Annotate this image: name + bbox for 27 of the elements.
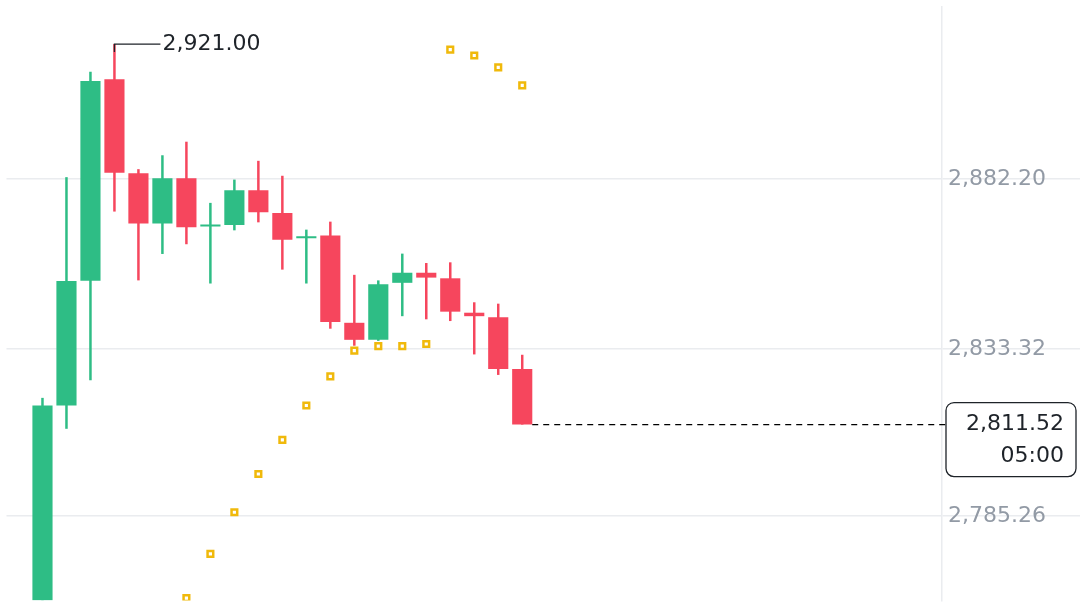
point [422, 339, 431, 349]
candlestick [248, 159, 269, 224]
candlestick [296, 228, 317, 285]
point [350, 346, 359, 355]
point [206, 549, 215, 558]
y-tick-label: 2,785.26 [948, 501, 1046, 527]
point [254, 469, 263, 479]
ref-line-label: 2,811.52 [966, 410, 1064, 436]
candlestick [392, 252, 413, 318]
point [470, 51, 479, 60]
text: 05:00 [1000, 442, 1064, 468]
point [494, 63, 503, 72]
annotation: 2,921.00 [162, 29, 261, 55]
point [230, 508, 239, 517]
point [182, 593, 191, 601]
point [398, 342, 407, 351]
y-tick-label: 2,833.32 [948, 334, 1046, 360]
candlestick [416, 261, 437, 321]
point [374, 342, 383, 351]
point [278, 435, 287, 444]
candlestick [200, 201, 221, 285]
y-tick-label: 2,882.20 [948, 164, 1046, 190]
point [326, 372, 335, 381]
point [446, 45, 455, 54]
point [302, 401, 311, 410]
candlestick [344, 273, 365, 347]
point [518, 81, 527, 90]
